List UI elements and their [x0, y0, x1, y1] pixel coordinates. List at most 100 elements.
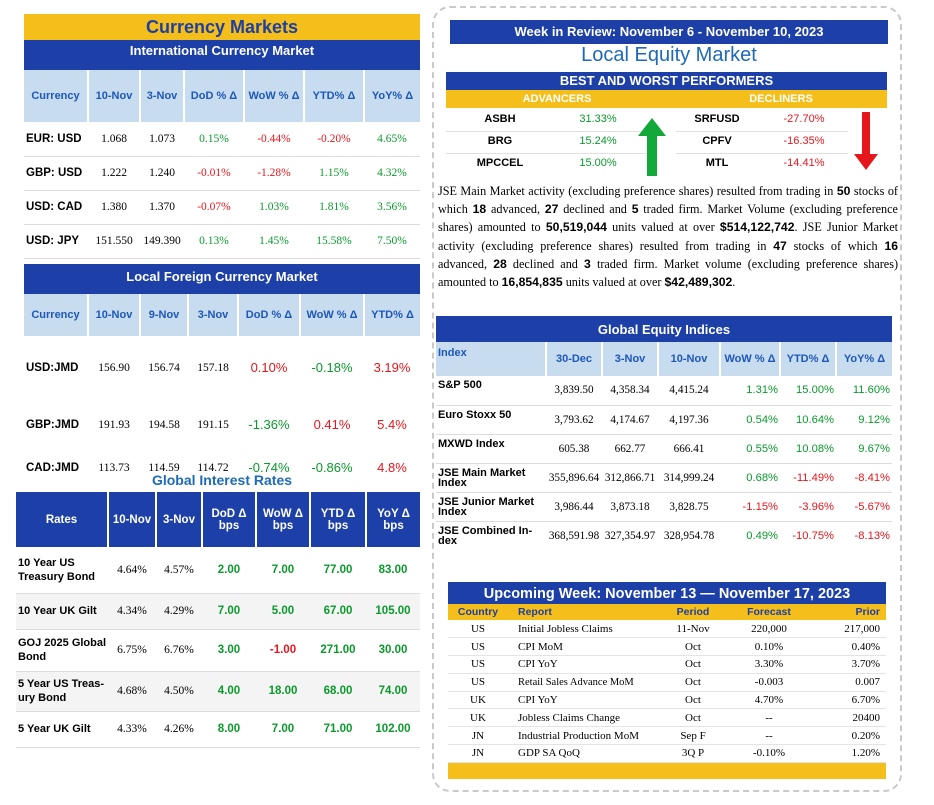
index-value: 605.38 — [558, 442, 590, 455]
yoy-change: 83.00 — [378, 563, 408, 576]
rate-value: 149.390 — [143, 235, 181, 247]
yoy-change: 4.65% — [377, 132, 407, 145]
currency-pair: USD:JMD — [26, 361, 79, 374]
col-header: DoD Δ bps — [201, 492, 256, 547]
table-row: 5 Year US Treas-ury Bond 4.68% 4.50% 4.0… — [16, 671, 420, 711]
table-row: 5 Year UK Gilt 4.33% 4.26% 8.00 7.00 71.… — [16, 711, 420, 747]
col-header: YTD% Δ — [363, 294, 420, 336]
table-row: US Retail Sales Advance MoM Oct -0.003 0… — [448, 673, 886, 692]
dod-change: -0.74% — [248, 460, 290, 475]
index-name: JSE Junior Market Index — [438, 495, 534, 518]
country: US — [470, 640, 486, 653]
ytd-change: 4.8% — [377, 460, 407, 475]
wow-change: 5.00 — [271, 605, 295, 617]
wow-change: -1.15% — [742, 500, 778, 513]
local-currency-table: Local Foreign Currency Market Currency 1… — [24, 264, 420, 489]
table-row: USD: CAD 1.380 1.370 -0.07% 1.03% 1.81% … — [24, 190, 420, 224]
country: UK — [470, 711, 486, 724]
col-header: YoY% Δ — [363, 70, 420, 122]
week-in-review-panel — [432, 6, 902, 792]
yoy-change: 105.00 — [375, 605, 411, 617]
table-footer-bar — [448, 762, 886, 780]
col-header: 3-Nov — [155, 492, 202, 547]
country: JN — [471, 729, 485, 742]
index-value: 368,591.98 — [548, 529, 600, 542]
international-currency-table: International Currency Market Currency 1… — [24, 40, 420, 259]
decliner-change: -16.35% — [783, 135, 825, 147]
summary-text: stocks of which — [438, 184, 898, 217]
performers-header: ADVANCERS DECLINERS — [446, 90, 887, 108]
col-header: DoD % Δ — [183, 70, 244, 122]
report-name: Initial Jobless Claims — [518, 622, 613, 635]
yoy-change: -8.41% — [854, 471, 890, 484]
period: Oct — [685, 676, 701, 689]
forecast: -- — [765, 711, 773, 724]
decliners-label: DECLINERS — [749, 93, 813, 105]
summary-text: units valued at over — [606, 220, 720, 235]
table-row: MXWD Index 605.38 662.77 666.41 0.55% 10… — [436, 434, 892, 463]
prior: 0.007 — [855, 676, 880, 689]
wow-change: 0.41% — [313, 417, 351, 432]
up-arrow-icon — [638, 118, 666, 176]
table-row: JSE Junior Market Index 3,986.44 3,873.1… — [436, 492, 892, 521]
ytd-change: 15.00% — [796, 384, 834, 397]
wow-change: 0.49% — [746, 529, 778, 542]
summary-text: . — [732, 275, 736, 290]
rate-value: 1.240 — [149, 167, 175, 179]
prior: 3.70% — [851, 658, 880, 671]
yoy-change: 9.67% — [858, 442, 890, 455]
index-value: 355,896.64 — [548, 471, 600, 484]
col-header: Forecast — [747, 606, 791, 618]
table-row: JSE Combined In-dex 368,591.98 327,354.9… — [436, 521, 892, 550]
table-header-row: Currency 10-Nov 3-Nov DoD % Δ WoW % Δ YT… — [24, 70, 420, 122]
summary-figure: 3 — [584, 256, 591, 271]
ytd-change: 1.81% — [319, 201, 349, 213]
prior: 217,000 — [844, 622, 880, 635]
summary-figure: 27 — [544, 202, 559, 217]
rate-value: 4.29% — [164, 605, 194, 617]
decliner-ticker: MTL — [705, 157, 729, 169]
decliner-change: -27.70% — [783, 113, 825, 125]
table-row: JSE Main Market Index 355,896.64 312,866… — [436, 463, 892, 492]
col-header: 10-Nov — [87, 70, 140, 122]
summary-text: traded firm. Market Volume (excluding pr… — [438, 202, 898, 235]
advancer-ticker: MPCCEL — [476, 157, 524, 169]
ytd-change: -11.49% — [793, 471, 834, 484]
table-row: USD:JMD 156.90 156.74 157.18 0.10% -0.18… — [24, 346, 420, 389]
wow-change: 1.31% — [746, 384, 778, 397]
index-value: 4,415.24 — [669, 384, 709, 397]
summary-figure: $514,122,742 — [719, 220, 795, 235]
col-header: WoW % Δ — [299, 294, 364, 336]
col-header: WoW Δ bps — [255, 492, 310, 547]
wow-change: -1.28% — [257, 167, 291, 179]
report-name: GDP SA QoQ — [518, 747, 580, 760]
table-row: UK Jobless Claims Change Oct -- 20400 — [448, 709, 886, 727]
col-header: 10-Nov — [107, 492, 156, 547]
table-row: Euro Stoxx 50 3,793.62 4,174.67 4,197.36… — [436, 405, 892, 434]
rate-value: 114.72 — [197, 461, 229, 474]
col-header: Prior — [855, 606, 880, 618]
forecast: 3.30% — [754, 658, 784, 671]
table-row: JN GDP SA QoQ 3Q P -0.10% 1.20% — [448, 745, 886, 763]
decliner-change: -14.41% — [783, 157, 825, 169]
dod-change: 0.13% — [199, 235, 229, 247]
col-header: Period — [676, 606, 710, 618]
global-interest-rates-title: Global Interest Rates — [151, 472, 293, 488]
rate-value: 1.222 — [101, 167, 127, 179]
index-value: 328,954.78 — [663, 529, 715, 542]
local-equity-market-heading: Local Equity Market — [581, 44, 757, 66]
col-header: 10-Nov — [657, 342, 720, 376]
table-row: UK CPI YoY Oct 4.70% 6.70% — [448, 691, 886, 709]
report-name: CPI MoM — [518, 640, 563, 653]
index-value: 3,873.18 — [610, 500, 650, 513]
dod-change: 0.10% — [250, 360, 288, 375]
wow-change: 0.54% — [746, 413, 778, 426]
forecast: -0.10% — [752, 747, 786, 760]
table-row: 10 Year UK Gilt 4.34% 4.29% 7.00 5.00 67… — [16, 593, 420, 629]
market-summary-paragraph: JSE Main Market activity (excluding pref… — [438, 182, 898, 291]
prior: 0.20% — [851, 729, 880, 742]
down-arrow-icon — [854, 112, 878, 170]
local-currency-subtitle: Local Foreign Currency Market — [24, 264, 420, 294]
decliner-ticker: CPFV — [702, 135, 732, 147]
col-header: 30-Dec — [545, 342, 602, 376]
